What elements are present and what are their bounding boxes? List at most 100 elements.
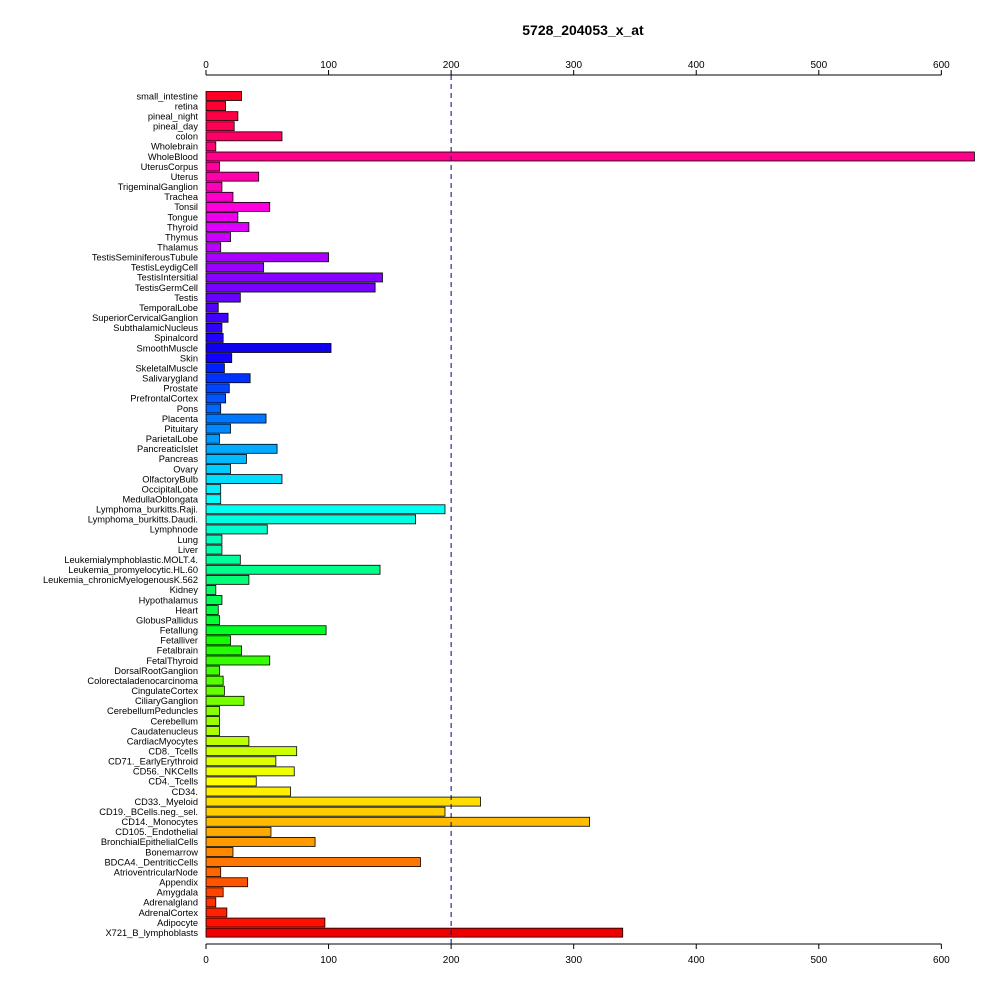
category-label: Thymus [165, 232, 198, 242]
bottom-axis-tick-label: 600 [933, 955, 950, 966]
bar [205, 151, 975, 162]
bar [205, 312, 229, 323]
bar [205, 201, 271, 212]
bottom-axis-tick-label: 200 [443, 955, 460, 966]
bar [205, 423, 231, 434]
bar [205, 121, 235, 132]
bar [205, 91, 242, 101]
category-label: CD34. [172, 787, 198, 797]
bar [205, 262, 265, 273]
bar [205, 705, 220, 716]
top-axis-tick-label: 200 [443, 60, 460, 71]
bar [205, 383, 230, 394]
bottom-axis-tick-label: 0 [203, 955, 209, 966]
bar [205, 564, 381, 575]
category-label: CD105._Endothelial [115, 827, 198, 837]
bar [205, 887, 224, 898]
category-label: Lymphnode [150, 525, 198, 535]
bar [205, 877, 249, 888]
bar [205, 645, 242, 656]
bar [205, 232, 231, 243]
bottom-axis: 0 100 200 300 400 500 600 [203, 943, 950, 966]
bar [205, 837, 316, 847]
category-label: BDCA4._DentriticCells [104, 857, 198, 867]
bar [205, 544, 223, 555]
category-label: Lymphoma_burkitts.Raji. [96, 505, 198, 515]
bar [205, 322, 223, 333]
bar [205, 131, 283, 142]
bar [205, 726, 220, 736]
top-axis-tick-label: 100 [320, 60, 337, 71]
category-label: OccipitalLobe [142, 484, 198, 494]
category-label: TrigeminalGanglion [118, 182, 198, 192]
bar [205, 524, 268, 535]
category-label: ParietalLobe [146, 434, 198, 444]
category-label: Fetallung [160, 626, 198, 636]
bar [205, 292, 241, 303]
category-label: OlfactoryBulb [142, 474, 198, 484]
category-label: CingulateCortex [131, 686, 198, 696]
category-label: Trachea [164, 192, 199, 202]
bar [205, 605, 219, 615]
bar [205, 615, 220, 626]
bar [205, 816, 591, 827]
category-label: Cerebellum [150, 716, 198, 726]
category-label: Thyroid [167, 222, 198, 232]
bar [205, 464, 231, 474]
bar [205, 111, 239, 122]
bar [205, 897, 217, 908]
bar [205, 171, 260, 182]
category-label: small_intestine [137, 91, 199, 101]
category-label: Hypothalamus [139, 595, 199, 605]
category-label: BronchialEpithelialCells [101, 837, 199, 847]
bar [205, 776, 257, 787]
category-label: CD33._Myeloid [134, 797, 198, 807]
category-label: SkeletalMuscle [135, 363, 198, 373]
bar [205, 685, 225, 696]
category-label: Pituitary [164, 424, 198, 434]
bar [205, 101, 227, 111]
category-label: Adrenalgland [143, 898, 198, 908]
category-label: Lung [177, 535, 198, 545]
category-label: pineal_night [148, 111, 199, 121]
category-label: Adipocyte [157, 918, 198, 928]
bar [205, 514, 416, 525]
bar [205, 665, 220, 676]
bar [205, 252, 329, 263]
category-label: retina [175, 101, 199, 111]
bottom-axis-tick-label: 500 [810, 955, 827, 966]
bar [205, 695, 245, 706]
bar [205, 574, 250, 585]
category-label: GlobusPallidus [136, 615, 198, 625]
category-label: SuperiorCervicalGanglion [92, 313, 198, 323]
bar [205, 907, 228, 918]
category-label: CD4._Tcells [148, 777, 198, 787]
category-label: CerebellumPeduncles [107, 706, 198, 716]
bar [205, 927, 624, 938]
category-label: CardiacMyocytes [127, 736, 199, 746]
bar [205, 625, 327, 636]
category-label: AdrenalCortex [139, 908, 199, 918]
category-label: Leukemia_promyelocytic.HL.60 [68, 565, 198, 575]
bar [205, 494, 222, 505]
bar [205, 242, 222, 253]
bottom-axis-tick-label: 100 [320, 955, 337, 966]
bar [205, 333, 224, 343]
top-axis-tick-label: 300 [565, 60, 582, 71]
category-label: Colorectaladenocarcinoma [87, 676, 198, 686]
bar [205, 282, 376, 293]
category-label: Pancreas [159, 454, 199, 464]
bar [205, 756, 277, 767]
bar [205, 857, 421, 867]
category-label: AtrioventricularNode [114, 867, 198, 877]
category-label: Lymphoma_burkitts.Daudi. [88, 515, 198, 525]
category-label: Tongue [167, 212, 198, 222]
category-label: PrefrontalCortex [130, 394, 198, 404]
bar [205, 212, 239, 222]
bars-group [205, 91, 975, 938]
bar [205, 272, 383, 283]
category-label: Heart [175, 605, 198, 615]
category-label: Amygdala [157, 888, 199, 898]
category-label: SubthalamicNucleus [113, 323, 198, 333]
